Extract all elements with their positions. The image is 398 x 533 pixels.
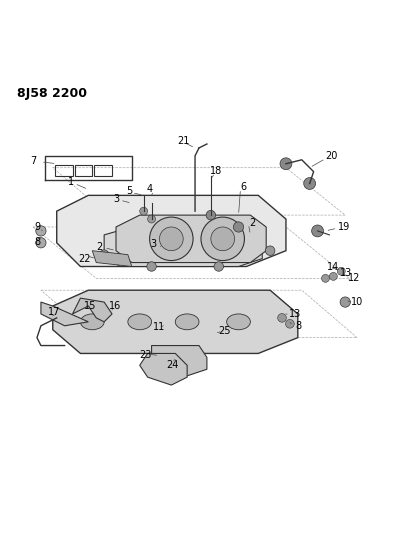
Text: 5: 5	[126, 187, 132, 196]
Text: 6: 6	[241, 182, 247, 192]
Text: 13: 13	[340, 268, 352, 278]
Bar	[94, 165, 112, 175]
Ellipse shape	[175, 314, 199, 330]
Text: 1: 1	[68, 177, 74, 187]
Circle shape	[280, 158, 292, 169]
Text: 15: 15	[84, 301, 96, 311]
Ellipse shape	[227, 314, 250, 330]
Text: 10: 10	[351, 297, 363, 307]
Circle shape	[100, 250, 109, 260]
Circle shape	[304, 177, 316, 189]
Circle shape	[233, 222, 244, 232]
Circle shape	[147, 262, 156, 271]
Ellipse shape	[128, 314, 152, 330]
Text: 7: 7	[30, 156, 36, 166]
Circle shape	[211, 227, 234, 251]
Circle shape	[150, 217, 193, 261]
Circle shape	[312, 225, 324, 237]
Text: 23: 23	[139, 350, 152, 360]
Text: 8: 8	[296, 321, 302, 331]
Text: 9: 9	[35, 222, 41, 232]
Text: 18: 18	[210, 166, 222, 176]
Circle shape	[338, 267, 345, 275]
Bar	[55, 165, 72, 175]
Circle shape	[36, 226, 46, 236]
Circle shape	[140, 207, 148, 215]
Text: 8J58 2200: 8J58 2200	[17, 87, 87, 100]
Circle shape	[265, 246, 275, 255]
Circle shape	[148, 215, 156, 223]
Polygon shape	[72, 298, 112, 322]
Circle shape	[214, 262, 224, 271]
Text: 20: 20	[325, 151, 338, 161]
Circle shape	[206, 211, 216, 220]
Circle shape	[160, 227, 183, 251]
Polygon shape	[104, 227, 262, 266]
Polygon shape	[41, 302, 88, 326]
Text: 21: 21	[177, 136, 189, 146]
Text: 12: 12	[348, 273, 361, 284]
Polygon shape	[53, 290, 298, 353]
Text: 25: 25	[219, 326, 231, 336]
Circle shape	[322, 274, 330, 282]
Circle shape	[278, 313, 286, 322]
Text: 2: 2	[96, 242, 103, 252]
Text: 8: 8	[35, 237, 41, 247]
Bar	[74, 165, 92, 175]
Ellipse shape	[80, 314, 104, 330]
Circle shape	[36, 238, 46, 248]
Polygon shape	[152, 345, 207, 377]
Text: 14: 14	[327, 262, 339, 271]
Text: 4: 4	[147, 184, 153, 195]
Text: 22: 22	[78, 254, 91, 264]
Text: 3: 3	[150, 239, 156, 249]
Circle shape	[340, 297, 350, 307]
Text: 16: 16	[109, 301, 121, 311]
Text: 17: 17	[48, 307, 60, 317]
Text: 13: 13	[289, 309, 301, 319]
Circle shape	[330, 272, 338, 280]
Text: 3: 3	[114, 195, 120, 204]
Polygon shape	[92, 251, 132, 266]
Text: 2: 2	[249, 218, 256, 228]
Polygon shape	[57, 196, 286, 266]
Circle shape	[201, 217, 244, 261]
Text: 11: 11	[153, 321, 166, 332]
Circle shape	[285, 319, 294, 328]
Text: 19: 19	[338, 222, 351, 232]
Text: 24: 24	[166, 360, 178, 369]
Polygon shape	[140, 353, 187, 385]
Polygon shape	[116, 215, 266, 263]
